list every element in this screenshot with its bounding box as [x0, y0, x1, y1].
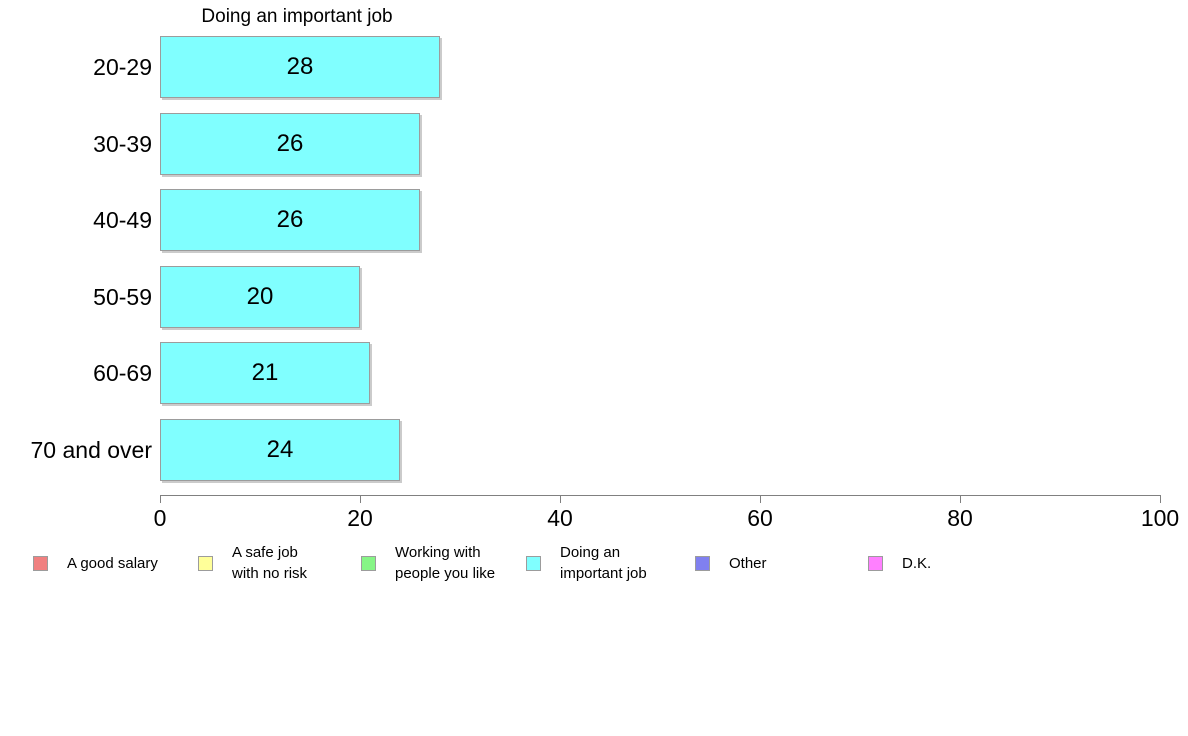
x-axis-tick-label: 0	[153, 505, 167, 531]
bar-70 and over: 24	[160, 419, 400, 481]
x-axis-tick	[560, 495, 561, 503]
legend-item: Working with people you like	[361, 540, 495, 586]
legend-swatch-icon	[695, 555, 710, 571]
category-label: 40-49	[93, 207, 152, 233]
x-axis-tick	[760, 495, 761, 503]
bar-value-label: 20	[246, 283, 274, 310]
chart-title: Doing an important job	[201, 6, 393, 27]
legend-label: Other	[729, 554, 767, 572]
legend-label: Doing an important job	[560, 544, 647, 582]
bar-60-69: 21	[160, 342, 370, 404]
x-axis-tick-label: 20	[347, 505, 373, 531]
legend-swatch-icon	[361, 555, 376, 571]
category-label: 30-39	[93, 131, 152, 157]
x-axis-tick	[960, 495, 961, 503]
category-label: 20-29	[93, 54, 152, 80]
bar-value-label: 26	[276, 206, 304, 233]
legend-swatch-icon	[526, 555, 541, 571]
bar-30-39: 26	[160, 113, 420, 175]
x-axis-tick-label: 100	[1140, 505, 1180, 531]
legend-swatch-icon	[33, 555, 48, 571]
bar-value-label: 24	[266, 436, 294, 463]
legend-label: A safe job with no risk	[232, 544, 308, 582]
legend-item: A safe job with no risk	[198, 540, 307, 586]
bar-value-label: 26	[276, 130, 304, 157]
x-axis-tick-label: 60	[747, 505, 773, 531]
bar-50-59: 20	[160, 266, 360, 328]
bar-40-49: 26	[160, 189, 420, 251]
legend-item: A good salary	[33, 540, 158, 586]
category-label: 60-69	[93, 360, 152, 386]
legend-swatch-icon	[198, 555, 213, 571]
bar-20-29: 28	[160, 36, 440, 98]
legend-label: Working with people you like	[395, 544, 496, 582]
x-axis-tick	[1160, 495, 1161, 503]
bar-value-label: 21	[251, 359, 279, 386]
legend-item: Other	[695, 540, 767, 586]
legend-item: Doing an important job	[526, 540, 647, 586]
legend-item: D.K.	[868, 540, 931, 586]
x-axis-tick-label: 40	[547, 505, 573, 531]
category-label: 70 and over	[30, 437, 152, 463]
bar-value-label: 28	[286, 53, 314, 80]
legend-swatch-icon	[868, 555, 883, 571]
x-axis-tick-label: 80	[947, 505, 973, 531]
category-label: 50-59	[93, 284, 152, 310]
x-axis-tick	[360, 495, 361, 503]
x-axis-line	[160, 495, 1161, 496]
legend-label: D.K.	[902, 554, 932, 572]
legend-label: A good salary	[67, 554, 158, 572]
x-axis-tick	[160, 495, 161, 503]
